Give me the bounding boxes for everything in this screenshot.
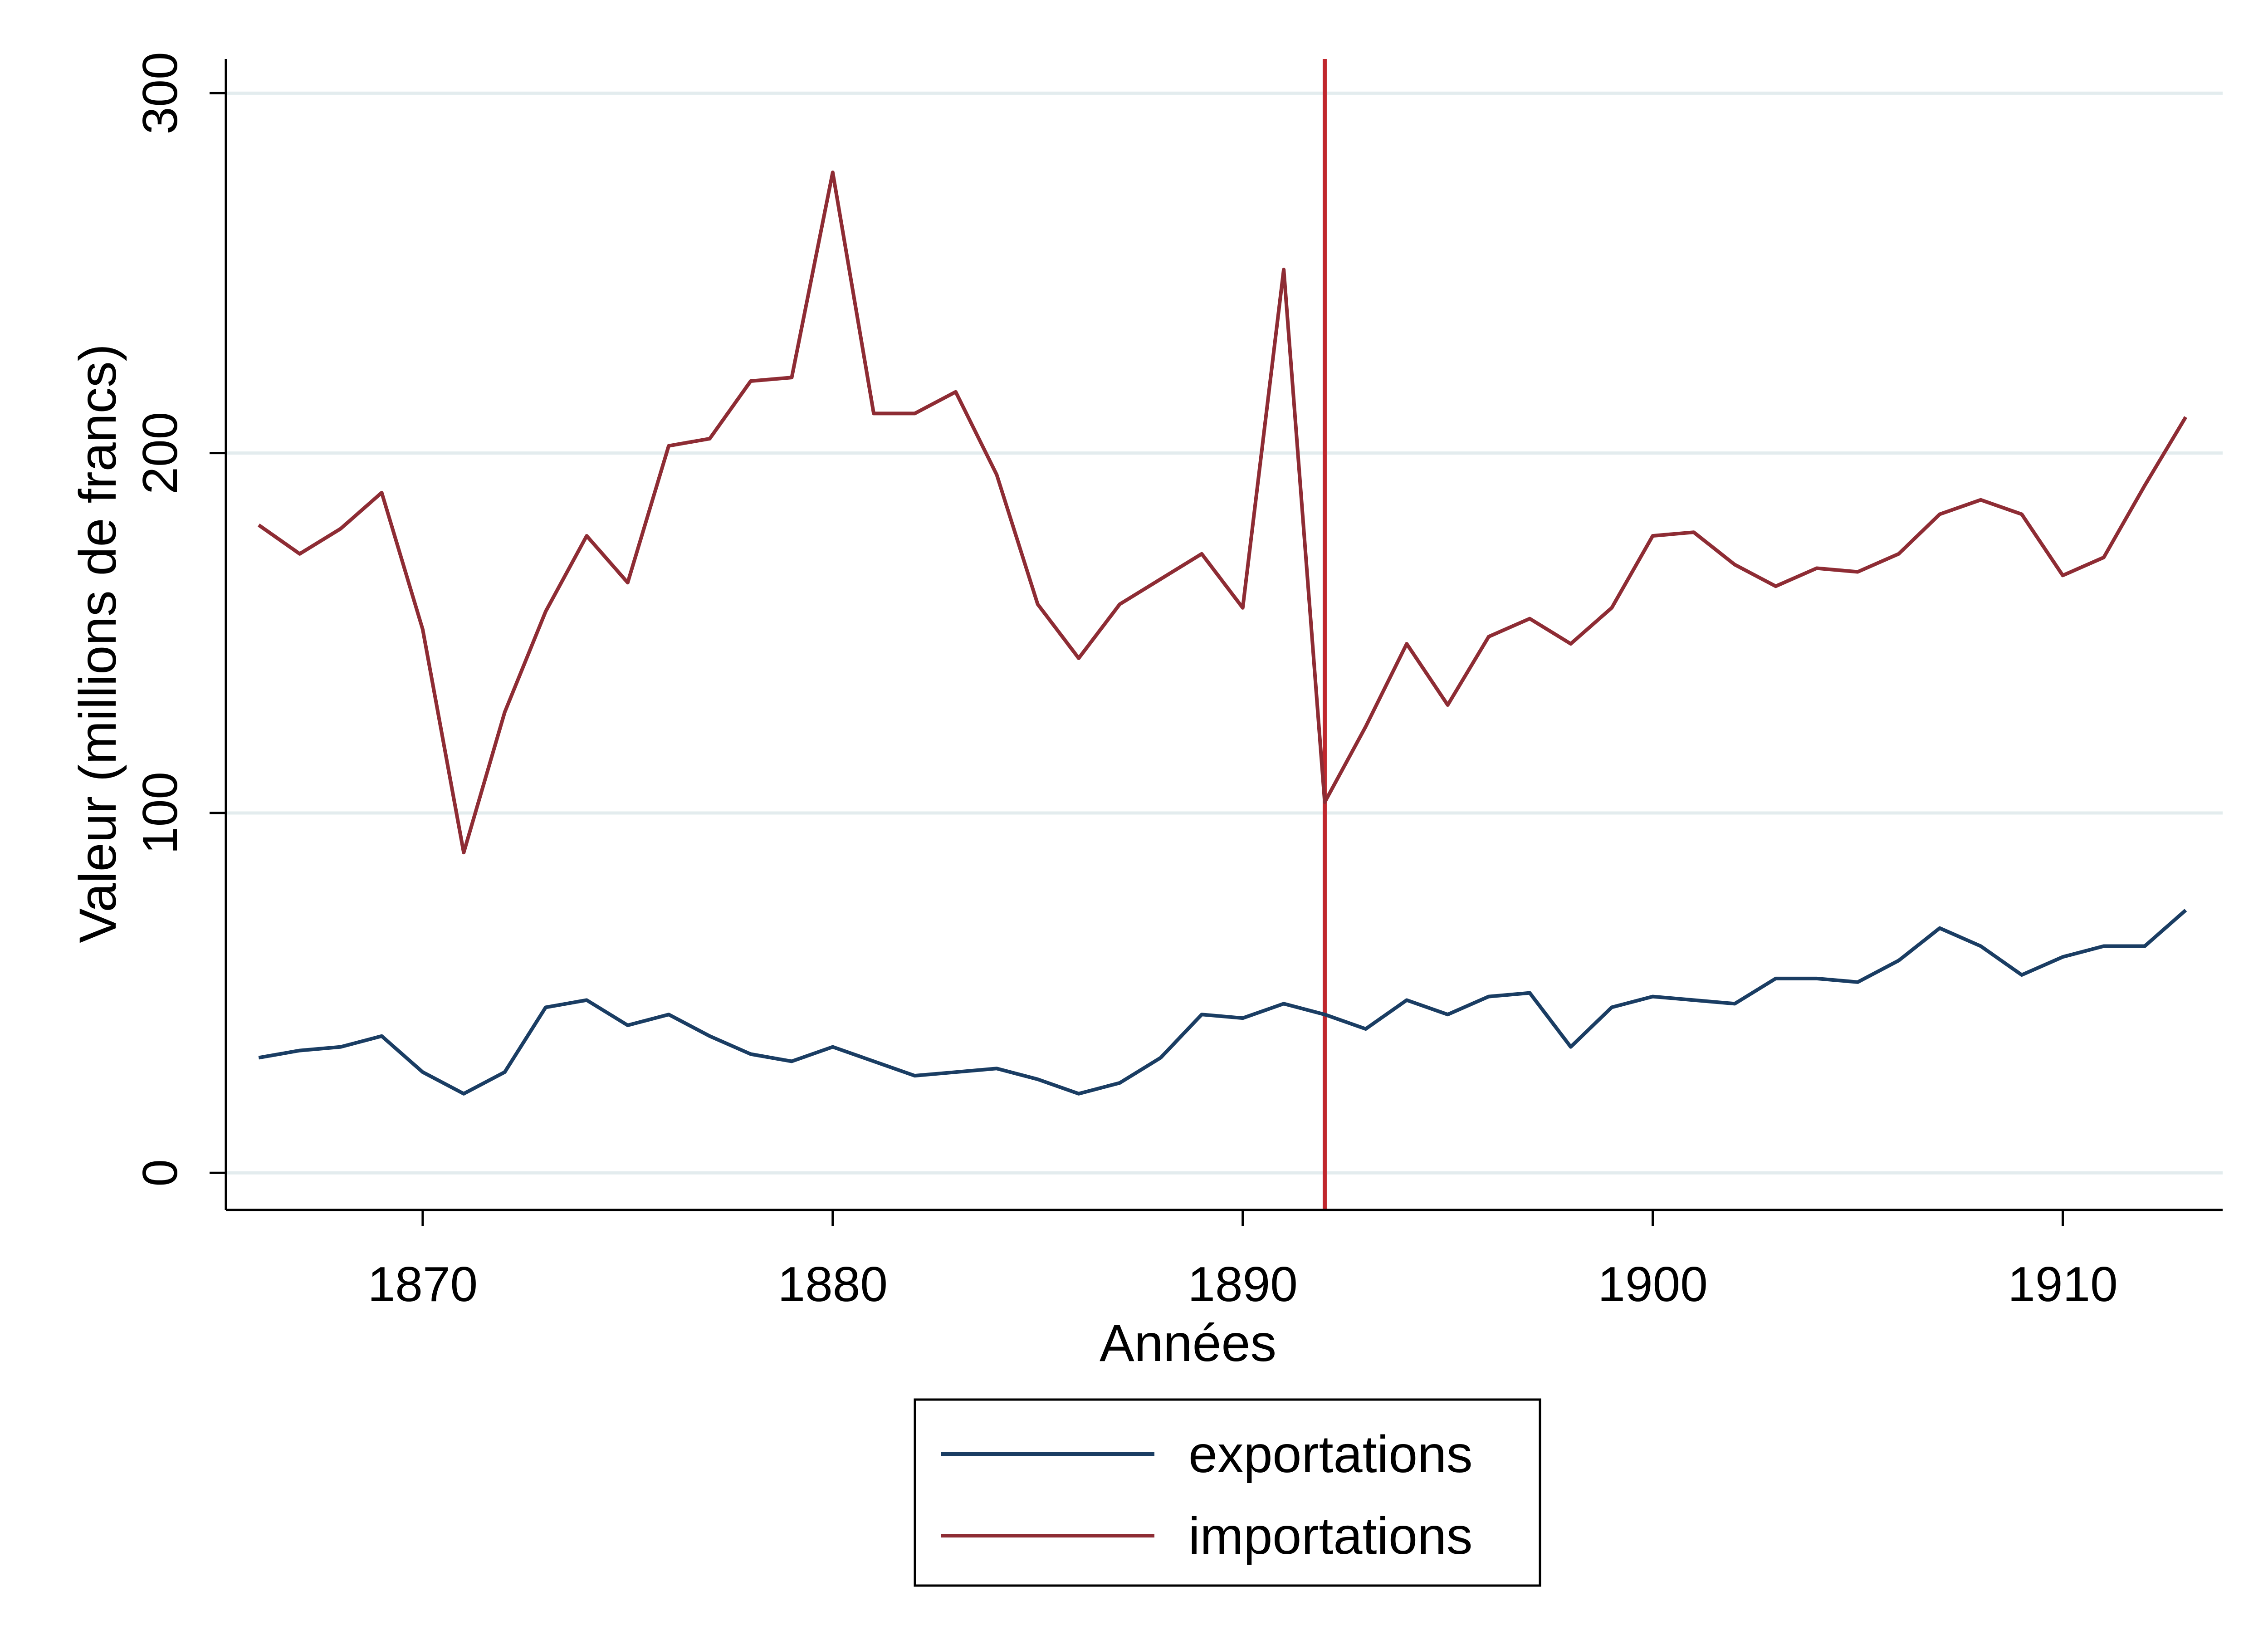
legend-label-exportations: exportations (1188, 1425, 1473, 1484)
x-tick-label-1900: 1900 (1598, 1257, 1707, 1312)
x-axis-title: Années (1100, 1314, 1276, 1372)
x-tick-label-1880: 1880 (778, 1257, 888, 1312)
y-tick-label-0: 0 (132, 1159, 188, 1187)
gridlines (226, 91, 2223, 1175)
x-tick-label-1890: 1890 (1188, 1257, 1297, 1312)
legend: exportations importations (914, 1398, 1541, 1587)
y-tick-label-100: 100 (132, 772, 188, 854)
series-line-exportations (258, 909, 2187, 1096)
axes (210, 59, 2223, 1226)
legend-box (914, 1398, 1541, 1587)
y-axis-title: Valeur (millions de francs) (69, 344, 127, 943)
tick-labels: 0 100 200 300 1870 1880 1890 1900 1910 (132, 52, 2118, 1312)
y-tick-label-200: 200 (132, 412, 188, 495)
y-tick-label-300: 300 (132, 52, 188, 134)
series-lines (258, 170, 2188, 1096)
x-tick-label-1870: 1870 (368, 1257, 478, 1312)
legend-label-importations: importations (1188, 1507, 1472, 1565)
series-line-importations (258, 170, 2188, 855)
x-tick-label-1910: 1910 (2008, 1257, 2117, 1312)
